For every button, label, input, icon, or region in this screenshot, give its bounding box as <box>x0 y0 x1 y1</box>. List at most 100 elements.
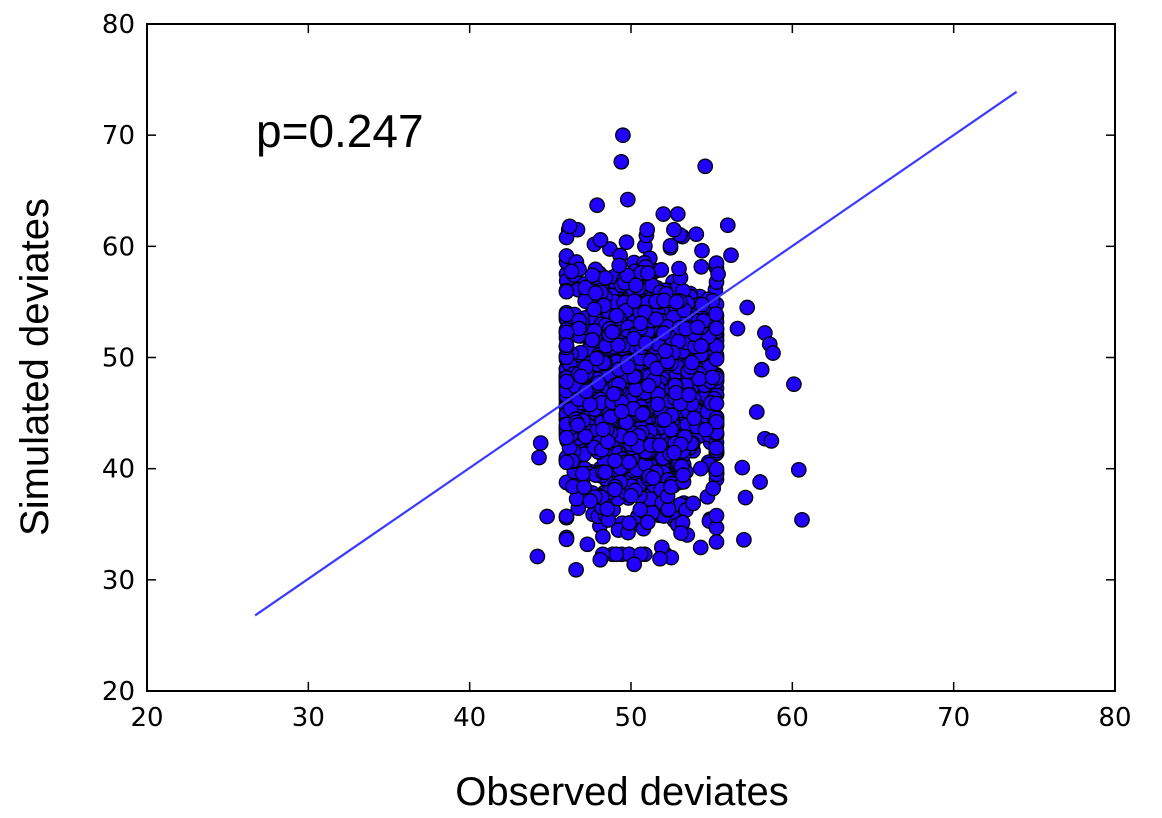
data-point <box>587 285 604 301</box>
data-point <box>573 368 589 385</box>
data-point <box>652 550 668 567</box>
data-point <box>584 332 601 348</box>
data-point <box>786 376 802 393</box>
x-axis-title: Observed deviates <box>455 770 789 814</box>
data-point <box>729 320 746 337</box>
data-point <box>753 361 770 378</box>
data-point <box>569 417 586 433</box>
data-point <box>639 221 656 238</box>
data-point <box>608 307 625 324</box>
data-point <box>673 525 689 541</box>
data-point <box>558 531 575 548</box>
data-point <box>649 396 666 413</box>
data-point <box>577 428 594 445</box>
data-point <box>693 258 710 275</box>
data-point <box>666 221 682 238</box>
reference-line <box>254 90 1018 617</box>
axis-ticks: 20 30 40 50 60 70 80 20 30 40 50 60 70 80 <box>102 10 1132 733</box>
data-point <box>626 293 643 310</box>
data-point <box>588 350 605 367</box>
data-point <box>610 337 627 354</box>
data-point <box>634 406 651 422</box>
data-point <box>605 386 622 402</box>
data-point <box>561 218 578 235</box>
data-point <box>752 474 768 490</box>
data-point <box>708 351 725 368</box>
data-point <box>626 556 643 573</box>
data-point <box>656 411 673 428</box>
p-value-annotation: p=0.247 <box>256 105 424 157</box>
data-point <box>604 324 621 340</box>
data-point <box>653 262 670 278</box>
data-point <box>719 217 736 234</box>
data-point <box>686 410 703 427</box>
data-point <box>584 267 601 284</box>
x-tick-label: 80 <box>1098 703 1131 733</box>
data-point <box>568 561 584 578</box>
data-point <box>586 301 603 318</box>
data-point <box>592 232 609 248</box>
data-point <box>613 403 630 420</box>
data-point <box>589 197 605 214</box>
data-point <box>697 158 714 175</box>
data-point <box>736 531 752 548</box>
data-point <box>651 437 668 454</box>
data-point <box>684 354 700 371</box>
data-point <box>640 377 657 394</box>
data-point <box>621 454 638 471</box>
data-point <box>648 360 665 377</box>
x-tick-label: 50 <box>614 703 647 733</box>
data-point <box>639 514 656 531</box>
data-point <box>657 343 674 359</box>
data-point <box>694 296 711 313</box>
data-point <box>765 345 781 361</box>
x-tick-label: 70 <box>937 703 970 733</box>
data-point <box>668 294 685 310</box>
data-point <box>708 461 725 477</box>
data-point <box>708 306 724 322</box>
data-point <box>694 242 710 259</box>
data-point <box>668 384 684 401</box>
y-tick-label: 20 <box>102 677 135 707</box>
data-point <box>622 430 639 447</box>
y-tick-label: 40 <box>102 455 135 485</box>
data-point <box>708 534 725 550</box>
data-point <box>734 459 751 476</box>
data-point <box>708 395 725 412</box>
data-point <box>748 404 765 420</box>
data-point <box>529 548 546 565</box>
data-point <box>794 511 810 528</box>
data-point <box>558 283 575 300</box>
data-point <box>558 373 575 390</box>
data-point <box>705 480 722 497</box>
data-point <box>558 454 575 471</box>
y-tick-label: 50 <box>102 344 135 374</box>
data-point <box>685 495 702 512</box>
data-point <box>558 306 575 323</box>
data-point <box>655 206 672 222</box>
data-point <box>558 429 575 446</box>
data-point <box>608 546 625 563</box>
x-tick-label: 60 <box>776 703 809 733</box>
data-point <box>618 234 635 251</box>
data-point <box>632 501 649 518</box>
data-point <box>645 470 661 486</box>
data-point <box>532 435 549 451</box>
data-point <box>640 265 656 281</box>
data-point <box>708 413 725 430</box>
y-tick-label: 80 <box>102 10 135 40</box>
data-point <box>597 270 614 286</box>
data-point <box>619 191 636 208</box>
data-point <box>592 551 609 568</box>
data-point <box>708 440 725 456</box>
data-point <box>623 487 639 504</box>
data-point <box>708 320 725 337</box>
data-point <box>539 508 555 525</box>
data-point <box>689 319 706 336</box>
data-point <box>675 467 691 483</box>
data-point <box>607 452 623 469</box>
x-tick-label: 40 <box>453 703 486 733</box>
data-point <box>737 489 754 506</box>
data-point <box>558 337 575 354</box>
